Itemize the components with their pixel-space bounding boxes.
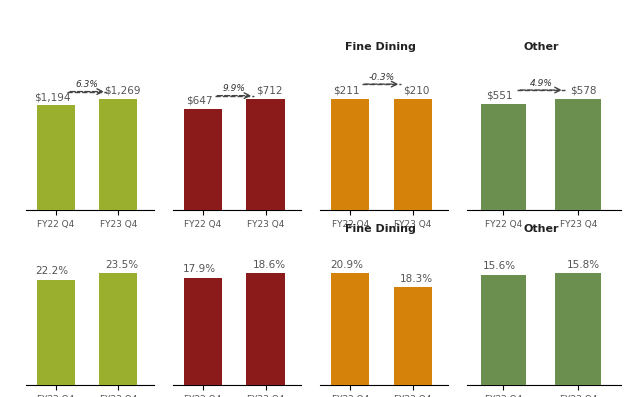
Text: $647: $647: [186, 96, 212, 106]
Text: 15.8%: 15.8%: [566, 260, 600, 270]
Bar: [246, 274, 285, 385]
Text: Segment Sales ($ millions): Segment Sales ($ millions): [195, 16, 445, 33]
Text: $210: $210: [403, 86, 429, 96]
Bar: [36, 279, 75, 385]
Text: 6.3%: 6.3%: [76, 80, 99, 89]
Bar: [556, 99, 602, 210]
Text: Other: Other: [523, 224, 559, 234]
Text: 23.5%: 23.5%: [106, 260, 139, 270]
Bar: [246, 99, 285, 210]
Bar: [99, 99, 138, 210]
Text: 22.2%: 22.2%: [35, 266, 68, 276]
Text: $1,194: $1,194: [34, 92, 70, 102]
Text: $1,269: $1,269: [104, 85, 140, 95]
Text: Fine Dining: Fine Dining: [346, 42, 416, 52]
Text: $211: $211: [333, 85, 360, 95]
Text: 20.9%: 20.9%: [330, 260, 363, 270]
Text: $551: $551: [486, 91, 512, 101]
Text: 4.9%: 4.9%: [529, 79, 552, 88]
Bar: [184, 109, 222, 210]
Text: 18.3%: 18.3%: [400, 274, 433, 284]
Text: $578: $578: [570, 85, 596, 95]
Bar: [331, 274, 369, 385]
Bar: [481, 104, 527, 210]
Bar: [99, 274, 138, 385]
Bar: [394, 287, 432, 385]
Text: Segment Profit Margin¹: Segment Profit Margin¹: [209, 199, 431, 216]
Text: 18.6%: 18.6%: [253, 260, 286, 270]
Text: 17.9%: 17.9%: [182, 264, 216, 274]
Bar: [331, 99, 369, 210]
Bar: [556, 274, 602, 385]
Text: $712: $712: [256, 85, 283, 95]
Text: Fine Dining: Fine Dining: [346, 224, 416, 234]
Bar: [36, 105, 75, 210]
Text: Other: Other: [523, 42, 559, 52]
Text: 15.6%: 15.6%: [483, 262, 515, 272]
Bar: [184, 278, 222, 385]
Text: 9.9%: 9.9%: [223, 85, 246, 93]
Bar: [394, 99, 432, 210]
Text: -0.3%: -0.3%: [369, 73, 394, 82]
Bar: [481, 275, 527, 385]
